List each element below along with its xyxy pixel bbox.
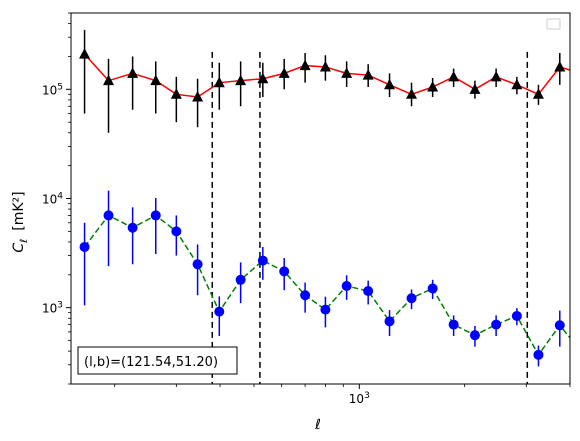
data-point bbox=[320, 304, 331, 315]
data-point bbox=[127, 222, 138, 233]
data-point bbox=[279, 266, 290, 277]
data-point bbox=[235, 274, 246, 285]
data-point bbox=[150, 74, 162, 86]
data-point bbox=[79, 48, 91, 59]
data-point bbox=[150, 210, 161, 221]
y-axis-label-unit: [mK²] bbox=[11, 191, 27, 230]
data-point bbox=[170, 88, 182, 99]
series-line bbox=[83, 214, 570, 357]
x-axis-ticks: 103 bbox=[114, 384, 571, 406]
data-point bbox=[341, 67, 353, 78]
data-point bbox=[576, 346, 580, 356]
data-point bbox=[362, 69, 374, 80]
series-line bbox=[84, 53, 570, 98]
data-point bbox=[79, 241, 90, 252]
data-point bbox=[214, 306, 225, 317]
annotation-text: (l,b)=(121.54,51.20) bbox=[84, 355, 218, 370]
data-point bbox=[406, 88, 418, 99]
data-point bbox=[192, 91, 204, 102]
y-tick-label: 103 bbox=[42, 301, 63, 316]
data-point bbox=[127, 67, 139, 78]
y-axis-label: Cℓ [mK²] bbox=[11, 191, 30, 252]
y-axis-ticks: 103 104 105 bbox=[42, 12, 71, 385]
data-point bbox=[491, 319, 502, 330]
data-point bbox=[384, 78, 396, 90]
data-point bbox=[103, 74, 115, 86]
x-axis-label: ℓ bbox=[314, 417, 321, 433]
legend-box bbox=[546, 18, 561, 30]
y-tick-label: 105 bbox=[42, 82, 63, 97]
annotation-frame bbox=[77, 346, 238, 375]
data-point bbox=[278, 67, 290, 78]
y-axis-label-subscript: ℓ bbox=[19, 239, 30, 243]
data-point bbox=[363, 286, 374, 297]
data-point bbox=[427, 81, 439, 92]
data-point bbox=[511, 310, 522, 321]
annotation-box: (l,b)=(121.54,51.20) bbox=[77, 346, 238, 375]
data-point bbox=[469, 83, 481, 94]
data-point bbox=[533, 349, 544, 360]
y-tick-label: 104 bbox=[42, 192, 63, 207]
y-axis-label-symbol: C bbox=[11, 243, 27, 253]
data-point bbox=[469, 330, 480, 341]
data-point bbox=[171, 226, 182, 237]
data-point bbox=[427, 283, 438, 294]
x-tick-label: 103 bbox=[349, 391, 370, 406]
svg-text:Cℓ[mK²]: Cℓ [mK²] bbox=[11, 191, 30, 252]
data-point bbox=[299, 59, 311, 71]
data-point bbox=[406, 293, 417, 304]
data-point bbox=[235, 74, 247, 86]
data-point bbox=[554, 61, 566, 72]
data-series bbox=[79, 190, 580, 367]
vertical-lines bbox=[211, 51, 529, 384]
plot-content bbox=[79, 29, 580, 384]
data-point bbox=[103, 210, 114, 221]
data-point bbox=[448, 70, 460, 82]
data-point bbox=[532, 88, 544, 99]
data-point bbox=[257, 72, 269, 84]
data-point bbox=[192, 259, 203, 270]
data-point bbox=[554, 320, 565, 331]
series-layer bbox=[79, 29, 580, 367]
data-point bbox=[448, 319, 459, 330]
data-point bbox=[300, 290, 311, 301]
data-point bbox=[257, 255, 268, 266]
data-point bbox=[384, 316, 395, 327]
data-point bbox=[490, 70, 502, 82]
data-point bbox=[213, 76, 225, 88]
data-point bbox=[319, 61, 331, 72]
data-point bbox=[341, 280, 352, 291]
data-point bbox=[575, 67, 580, 78]
data-series bbox=[79, 29, 580, 133]
data-point bbox=[511, 78, 523, 90]
